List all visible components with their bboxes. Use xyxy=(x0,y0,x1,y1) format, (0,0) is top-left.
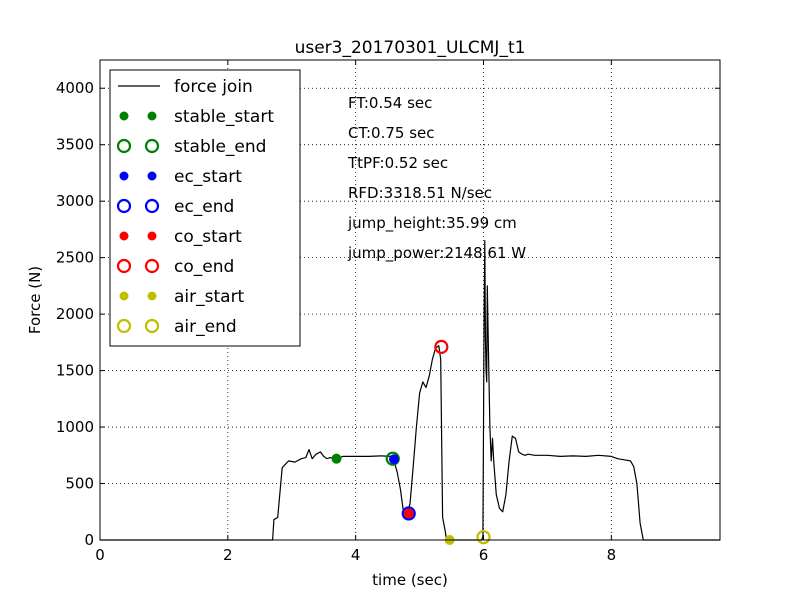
stat-annotation: CT:0.75 sec xyxy=(348,124,435,142)
y-tick-label: 3500 xyxy=(56,136,94,154)
legend-label: co_end xyxy=(174,257,234,277)
stable-start-marker xyxy=(331,453,342,464)
stat-annotation: jump_power:2148.61 W xyxy=(347,244,526,263)
legend-key-co-start xyxy=(147,231,157,241)
ec-start-marker xyxy=(389,454,400,465)
y-tick-label: 4000 xyxy=(56,79,94,97)
y-tick-label: 0 xyxy=(84,531,94,549)
stat-annotation: TtPF:0.52 sec xyxy=(347,154,448,172)
legend-key-stable-start xyxy=(119,111,129,121)
legend-key-co-end xyxy=(116,258,132,274)
legend-key-ec-end xyxy=(144,198,160,214)
legend-key-stable-end xyxy=(116,138,132,154)
air-end-marker xyxy=(476,530,491,545)
y-tick-label: 2500 xyxy=(56,249,94,267)
legend-key-co-start xyxy=(119,231,129,241)
y-tick-label: 3000 xyxy=(56,192,94,210)
legend-label: air_start xyxy=(174,287,245,307)
legend-key-co-end xyxy=(144,258,160,274)
y-tick-label: 500 xyxy=(65,475,94,493)
annotations: FT:0.54 sec CT:0.75 sec TtPF:0.52 sec RFD:3… xyxy=(347,94,526,263)
ec-end-marker xyxy=(401,506,416,521)
x-tick-label: 2 xyxy=(223,546,233,564)
legend-key-air-end xyxy=(116,318,132,334)
legend-label: stable_start xyxy=(174,107,274,127)
y-tick-label: 2000 xyxy=(56,305,94,323)
legend-key-air-start xyxy=(147,291,157,301)
y-axis-label: Force (N) xyxy=(26,266,44,334)
stat-annotation: jump_height:35.99 cm xyxy=(347,214,517,233)
stat-annotation: FT:0.54 sec xyxy=(348,94,432,112)
x-tick-label: 8 xyxy=(607,546,617,564)
grid xyxy=(100,60,720,540)
legend: force join stable_start stable_end ec_start… xyxy=(109,69,301,347)
legend-key-ec-end xyxy=(116,198,132,214)
axes-frame xyxy=(99,59,721,541)
x-tick-label: 4 xyxy=(351,546,361,564)
legend-label: air_end xyxy=(174,317,237,337)
stat-annotation: RFD:3318.51 N/sec xyxy=(348,184,492,202)
y-tick-label: 1000 xyxy=(56,418,94,436)
y-tick-label: 1500 xyxy=(56,362,94,380)
legend-key-ec-start xyxy=(119,171,129,181)
legend-label: ec_end xyxy=(174,197,234,217)
legend-label: force join xyxy=(174,77,253,97)
x-tick-label: 6 xyxy=(479,546,489,564)
legend-key-air-start xyxy=(119,291,129,301)
legend-label: stable_end xyxy=(174,137,266,157)
legend-key-ec-start xyxy=(147,171,157,181)
chart-title: user3_20170301_ULCMJ_t1 xyxy=(295,38,526,58)
legend-box xyxy=(109,69,301,347)
co-start-marker xyxy=(403,508,414,519)
legend-label: co_start xyxy=(174,227,242,247)
x-axis-label: time (sec) xyxy=(372,571,448,589)
legend-key-stable-start xyxy=(147,111,157,121)
legend-key-stable-end xyxy=(144,138,160,154)
co-end-marker xyxy=(434,339,449,354)
legend-label: ec_start xyxy=(174,167,242,187)
legend-key-air-end xyxy=(144,318,160,334)
x-tick-label: 0 xyxy=(95,546,105,564)
